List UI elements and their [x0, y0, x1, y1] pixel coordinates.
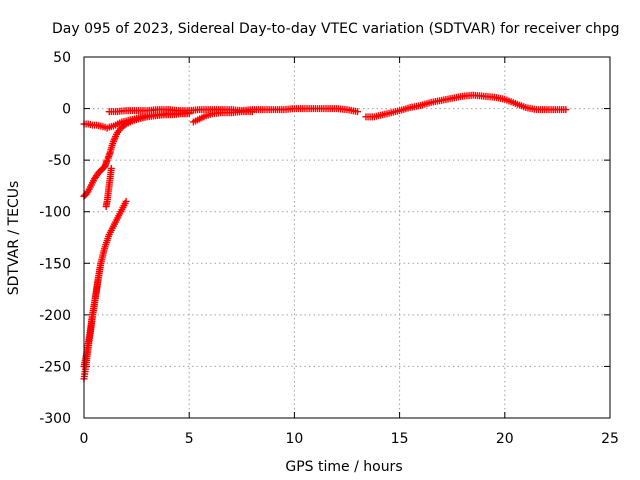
y-tick-label: -50 — [48, 153, 71, 169]
x-tick-label: 15 — [391, 431, 409, 447]
data-series — [102, 164, 115, 211]
data-points — [80, 91, 570, 383]
x-tick-label: 10 — [285, 431, 303, 447]
data-point — [122, 197, 130, 205]
x-axis-label: GPS time / hours — [285, 459, 402, 475]
y-tick-label: -200 — [39, 308, 71, 324]
y-tick-label: -250 — [39, 359, 71, 375]
y-axis-label: SDTVAR / TECUs — [6, 181, 22, 296]
plot-frame — [83, 56, 611, 419]
data-point — [248, 108, 256, 116]
y-tick-label: -300 — [39, 411, 71, 427]
data-series — [80, 110, 193, 200]
y-tick-label: -100 — [39, 205, 71, 221]
y-tick-label: 50 — [53, 50, 71, 66]
chart-title: Day 095 of 2023, Sidereal Day-to-day VTE… — [52, 21, 620, 37]
data-point — [83, 189, 91, 197]
data-series — [189, 108, 256, 126]
axis-ticks: -300 -250 -200 -150 -100 -50 0 50 0 5 10 15 20 25 — [39, 50, 619, 447]
x-tick-label: 5 — [185, 431, 194, 447]
data-series — [80, 120, 111, 132]
data-series — [362, 91, 570, 121]
data-point — [107, 164, 115, 172]
x-tick-label: 0 — [80, 431, 89, 447]
data-point — [354, 108, 362, 116]
data-point — [97, 259, 105, 267]
x-tick-label: 25 — [601, 431, 619, 447]
y-tick-label: 0 — [62, 102, 71, 118]
grid-layer — [84, 57, 610, 418]
data-point — [562, 106, 570, 114]
x-tick-label: 20 — [496, 431, 514, 447]
y-tick-label: -150 — [39, 256, 71, 272]
